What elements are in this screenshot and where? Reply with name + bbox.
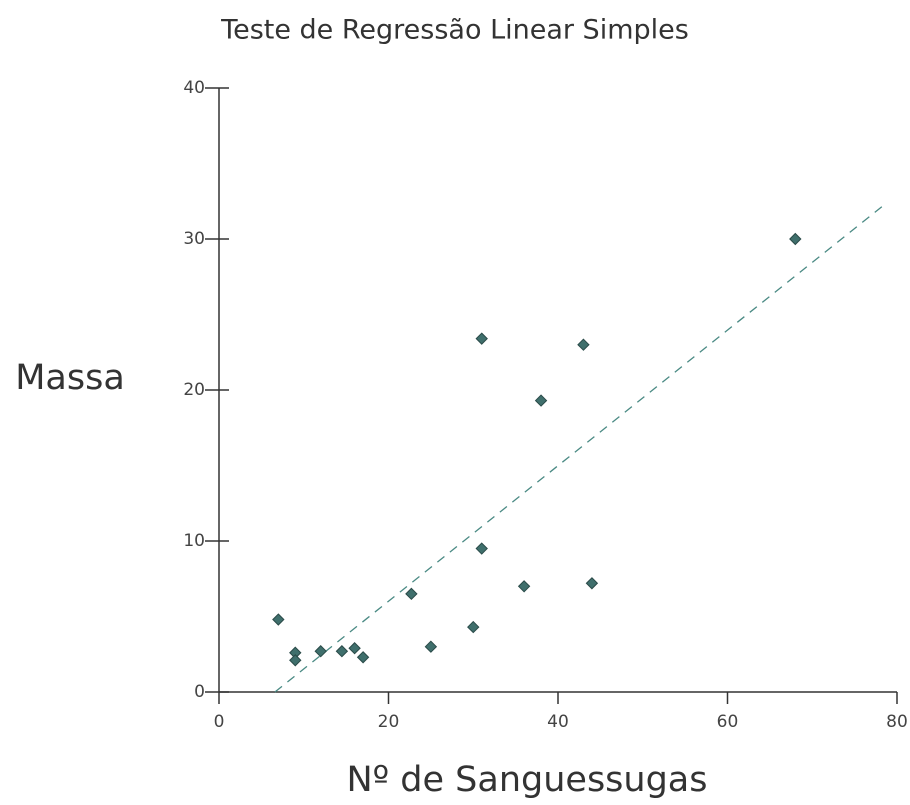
scatter-point [424, 640, 438, 653]
y-tick-label: 20 [183, 380, 205, 400]
scatter-point [789, 232, 802, 246]
scatter-point [467, 620, 480, 634]
scatter-point [348, 642, 361, 655]
x-tick-label: 60 [717, 712, 739, 732]
scatter-point [475, 542, 488, 555]
y-tick-label: 0 [194, 682, 205, 702]
scatter-point [272, 613, 285, 626]
scatter-point [534, 394, 548, 407]
scatter-point [585, 577, 599, 590]
scatter-point [577, 338, 590, 351]
scatter-point [335, 645, 349, 658]
x-tick-label: 0 [214, 712, 225, 732]
x-tick-label: 20 [378, 712, 400, 732]
x-tick-label: 80 [886, 712, 908, 732]
trend-line [274, 202, 888, 693]
scatter-point [289, 654, 302, 667]
scatter-point [517, 580, 531, 593]
scatter-point [356, 651, 370, 664]
y-tick-label: 10 [183, 531, 205, 551]
chart-title: Teste de Regressão Linear Simples [220, 15, 689, 46]
y-tick-label: 40 [183, 78, 205, 98]
scatter-point [405, 587, 418, 601]
scatter-point [475, 332, 488, 345]
x-tick-label: 40 [547, 712, 569, 732]
scatter-point [314, 645, 327, 658]
y-tick-label: 30 [183, 229, 205, 249]
x-axis-label: Nº de Sanguessugas [346, 760, 707, 800]
y-axis-label: Massa [15, 358, 125, 398]
